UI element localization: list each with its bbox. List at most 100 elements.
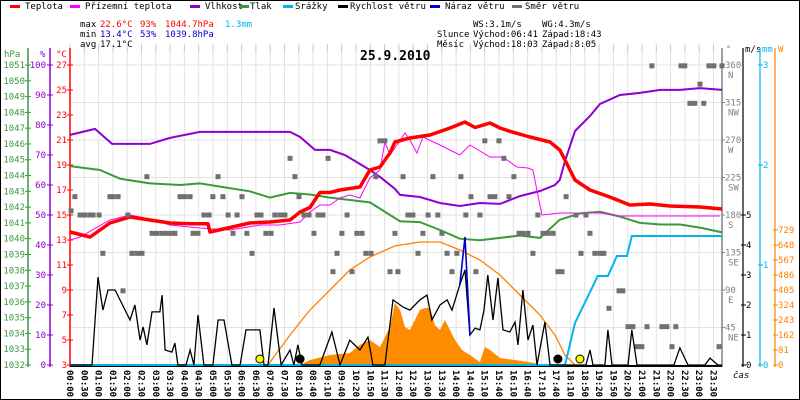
x-tick-label: 17:10 xyxy=(536,370,546,397)
x-tick-label: 02:30 xyxy=(136,370,146,397)
x-tick-label: 21:00 xyxy=(636,370,646,397)
x-tick-label: 03:30 xyxy=(164,370,174,397)
wind-direction-point xyxy=(719,63,725,69)
legend-swatch-pressure xyxy=(239,5,249,8)
wind-direction-point xyxy=(263,230,269,236)
wind-direction-point xyxy=(387,269,393,275)
wind-direction-point xyxy=(107,194,113,200)
wind-direction-point xyxy=(182,194,188,200)
wind-direction-point xyxy=(468,194,474,200)
wind-direction-point xyxy=(601,250,607,256)
wind-direction-point xyxy=(311,230,317,236)
wind-gust-line xyxy=(459,236,471,336)
pressure-tick-label: 1049 xyxy=(3,93,25,103)
x-tick-label: 14:00 xyxy=(450,370,460,397)
rain-tick-label: 3 xyxy=(763,61,768,71)
rain-line xyxy=(70,235,722,366)
humidity-tick-label: 0 xyxy=(41,361,46,371)
legend-swatch-wind-gust xyxy=(430,5,440,8)
x-tick-label: 09:40 xyxy=(336,370,346,397)
wind-direction-point xyxy=(597,250,603,256)
wind-direction-point xyxy=(701,100,707,106)
wind-speed-tick-label: 2 xyxy=(746,301,751,311)
direction-tick-label: 135 xyxy=(725,249,741,259)
wind-direction-point xyxy=(555,269,561,275)
wind-direction-point xyxy=(435,212,441,218)
wind-direction-point xyxy=(482,138,488,144)
pressure-tick-label: 1051 xyxy=(3,61,25,71)
wind-speed-axis-unit: m/s xyxy=(745,45,761,55)
wind-direction-point xyxy=(477,212,483,218)
radiation-tick-label: 486 xyxy=(778,271,794,281)
x-tick-label: 06:30 xyxy=(250,370,260,397)
x-tick-label: 18:10 xyxy=(565,370,575,397)
wind-direction-point xyxy=(249,250,255,256)
wind-speed-tick-label: 0 xyxy=(746,361,751,371)
wind-direction-point xyxy=(664,324,670,330)
rain-tick-label: 0 xyxy=(763,361,768,371)
wind-direction-point xyxy=(559,269,565,275)
wind-direction-point xyxy=(296,194,302,200)
direction-compass-label: NW xyxy=(728,109,739,119)
wind-direction-point xyxy=(415,250,421,256)
wind-direction-point xyxy=(377,138,383,144)
sunset-marker xyxy=(575,354,585,364)
wind-direction-point xyxy=(225,212,231,218)
legend-rain: Srážky xyxy=(295,2,328,12)
max-pressure: 1044.7hPa xyxy=(165,20,214,30)
wind-direction-point xyxy=(77,212,83,218)
direction-compass-label: SE xyxy=(728,259,739,269)
legend-apparent-temperature: Přízemní teplota xyxy=(85,2,172,12)
wind-gust-stat: WG:4.3m/s xyxy=(542,20,591,30)
legend-swatch-temperature xyxy=(10,5,20,8)
wind-direction-point xyxy=(258,212,264,218)
wind-direction-point xyxy=(339,230,345,236)
radiation-tick-label: 729 xyxy=(778,226,794,236)
humidity-line xyxy=(69,87,723,208)
wind-direction-point xyxy=(516,230,522,236)
wind-direction-point xyxy=(639,344,645,350)
max-humidity: 93% xyxy=(140,20,157,30)
max-rain: 1.3mm xyxy=(225,20,253,30)
wind-direction-point xyxy=(492,194,498,200)
direction-compass-label: NE xyxy=(728,334,739,344)
wind-direction-point xyxy=(511,174,517,180)
x-tick-label: 19:20 xyxy=(593,370,603,397)
humidity-tick-label: 30 xyxy=(35,271,46,281)
wind-direction-point xyxy=(134,250,140,256)
min-humidity: 53% xyxy=(140,30,157,40)
pressure-tick-label: 1038 xyxy=(3,266,25,276)
legend-swatch-apparent-temperature xyxy=(70,5,80,8)
temperature-tick-label: 17 xyxy=(56,186,67,196)
x-tick-label: 15:10 xyxy=(479,370,489,397)
x-tick-label: 08:10 xyxy=(293,370,303,397)
wind-direction-point xyxy=(87,212,93,218)
legend-pressure: Tlak xyxy=(250,2,272,12)
wind-direction-point xyxy=(254,212,260,218)
temperature-tick-label: 9 xyxy=(62,286,67,296)
wind-direction-point xyxy=(420,230,426,236)
direction-axis-unit: ° xyxy=(726,45,731,55)
humidity-tick-label: 60 xyxy=(35,181,46,191)
radiation-tick-label: 567 xyxy=(778,256,794,266)
wind-direction-point xyxy=(325,155,331,161)
wind-direction-point xyxy=(395,269,401,275)
max-label: max xyxy=(80,20,97,30)
pressure-tick-label: 1047 xyxy=(3,124,25,134)
wind-direction-point xyxy=(583,212,589,218)
temperature-tick-label: 19 xyxy=(56,161,67,171)
wind-direction-point xyxy=(206,212,212,218)
wind-direction-point xyxy=(525,230,531,236)
wind-direction-point xyxy=(410,212,416,218)
wind-direction-point xyxy=(673,324,679,330)
rain-tick-label: 1 xyxy=(763,261,768,271)
wind-direction-point xyxy=(501,155,507,161)
wind-direction-point xyxy=(400,174,406,180)
pressure-tick-label: 1040 xyxy=(3,235,25,245)
temperature-tick-label: 11 xyxy=(56,261,67,271)
wind-direction-point xyxy=(545,230,551,236)
wind-direction-point xyxy=(177,194,183,200)
temperature-tick-label: 3 xyxy=(62,361,67,371)
wind-direction-point xyxy=(354,230,360,236)
radiation-tick-label: 324 xyxy=(778,301,794,311)
